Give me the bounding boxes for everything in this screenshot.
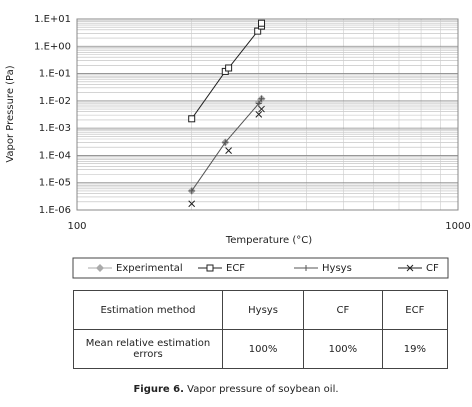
caption-label: Figure 6. — [133, 384, 184, 395]
table-header: Hysys — [221, 290, 305, 330]
chart: Temperature (°C) Vapor Pressure (Pa) 1.E… — [5, 14, 471, 279]
y-tick-label: 1.E-02 — [39, 96, 71, 107]
legend-label: Hysys — [322, 263, 352, 274]
table-header: Estimation method — [73, 290, 223, 330]
plot-frame — [76, 18, 459, 211]
series-line — [191, 98, 262, 192]
marker — [406, 264, 414, 272]
y-tick-label: 1.E-03 — [39, 123, 71, 134]
legend-box — [72, 257, 449, 279]
marker — [96, 264, 104, 272]
marker — [258, 19, 266, 27]
table-cell: 100% — [303, 329, 383, 369]
legend-label: CF — [426, 263, 439, 274]
x-tick-label: 100 — [67, 221, 86, 232]
table-cell: 19% — [381, 329, 449, 369]
marker — [222, 139, 229, 146]
table-cell: 100% — [221, 329, 305, 369]
marker — [225, 64, 233, 72]
x-axis-label: Temperature (°C) — [225, 235, 312, 246]
marker — [255, 111, 263, 118]
y-tick-label: 1.E-01 — [39, 69, 71, 80]
marker — [258, 95, 265, 102]
table: Estimation method Hysys CF ECF Mean relativ… — [73, 290, 449, 369]
marker — [303, 265, 309, 271]
caption: Figure 6. Vapor pressure of soybean oil. — [0, 384, 472, 395]
legend-label: ECF — [226, 263, 245, 274]
y-tick-label: 1.E-04 — [39, 150, 71, 161]
marker — [188, 187, 195, 194]
marker — [254, 27, 262, 35]
y-tick-label: 1.E+00 — [34, 41, 71, 52]
y-tick-label: 1.E-06 — [39, 205, 71, 216]
y-tick-label: 1.E-05 — [39, 178, 71, 189]
legend-label: Experimental — [116, 263, 183, 274]
marker — [258, 105, 265, 113]
marker — [255, 100, 262, 107]
table-header: CF — [303, 290, 383, 330]
table-cell: Mean relative estimation errors — [73, 329, 223, 369]
marker — [206, 264, 214, 272]
y-axis-label: Vapor Pressure (Pa) — [5, 65, 16, 162]
table-header: ECF — [381, 290, 449, 330]
x-tick-label: 1000 — [445, 221, 470, 232]
marker — [225, 147, 232, 154]
marker — [188, 115, 196, 123]
y-tick-label: 1.E+01 — [34, 14, 71, 25]
marker — [188, 200, 196, 208]
caption-text: Vapor pressure of soybean oil. — [187, 384, 339, 395]
